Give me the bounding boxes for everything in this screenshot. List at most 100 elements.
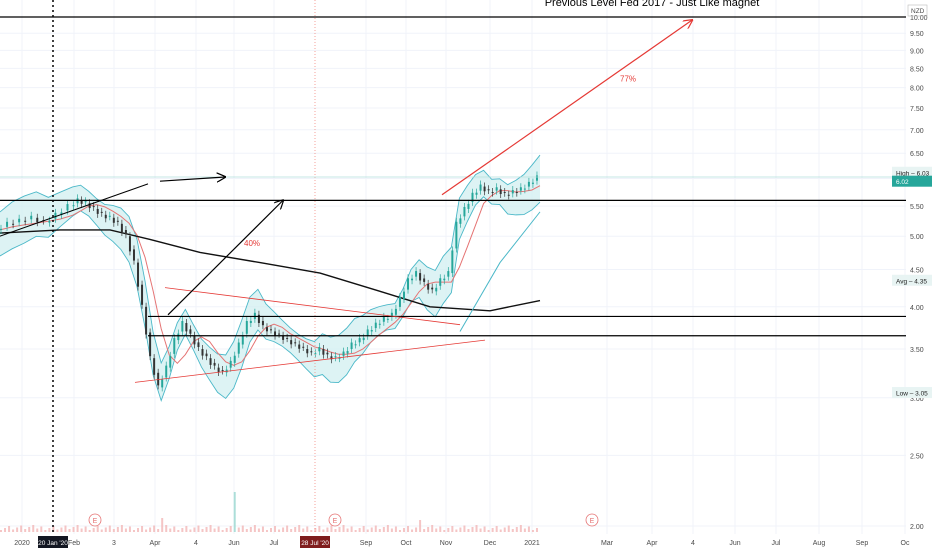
candle-body <box>499 189 502 195</box>
candle-body <box>241 335 244 345</box>
candle-body <box>411 278 414 281</box>
y-tick-label: 6.50 <box>910 151 924 158</box>
volume-bar <box>382 527 385 532</box>
candle-body <box>378 323 381 325</box>
price-axis[interactable]: 10.009.509.008.508.007.507.006.506.005.5… <box>892 0 932 550</box>
earnings-marker[interactable] <box>328 513 342 527</box>
candle-body <box>60 212 63 215</box>
volume-bar <box>322 529 325 532</box>
volume-bar <box>44 530 47 532</box>
volume-bar <box>197 525 200 532</box>
volume-bar <box>507 525 510 532</box>
x-tick-label: Jul <box>270 540 279 547</box>
candle-body <box>507 194 510 196</box>
volume-bar <box>225 528 228 532</box>
volume-bar <box>56 529 59 532</box>
x-tick-label: 2020 <box>14 540 30 547</box>
candle-body <box>346 351 349 354</box>
candle-body <box>157 372 160 386</box>
candle-body <box>467 203 470 209</box>
candle-body <box>100 211 103 213</box>
volume-bar <box>229 526 232 532</box>
volume-bar <box>487 530 490 532</box>
volume-bar <box>447 528 450 532</box>
candle-body <box>487 189 490 191</box>
candle-body <box>84 201 87 203</box>
candle-body <box>419 273 422 281</box>
volume-bar <box>314 528 317 532</box>
candle-body <box>30 215 33 220</box>
candle-body <box>362 337 365 341</box>
volume-bar <box>431 525 434 532</box>
candle-body <box>282 335 285 340</box>
x-tick-label: 4 <box>194 540 198 547</box>
volume-bar <box>28 527 31 532</box>
trendline-left[interactable] <box>0 183 149 237</box>
candle-body <box>261 320 264 326</box>
volume-bar <box>503 527 506 532</box>
candle-body <box>455 221 458 249</box>
volume-bar <box>479 528 482 532</box>
volume-bar <box>100 529 103 532</box>
candle-body <box>334 356 337 358</box>
candle-body <box>427 283 430 290</box>
y-tick-label: 10.00 <box>910 15 928 22</box>
triangle-upper[interactable] <box>164 287 461 326</box>
arrow-77pct[interactable] <box>441 20 692 196</box>
volume-bar <box>459 527 462 532</box>
moving-averages <box>0 185 541 366</box>
candle-body <box>92 206 95 208</box>
volume-bar <box>394 526 397 532</box>
candle-body <box>298 344 301 349</box>
volume-bar <box>181 528 184 532</box>
candle-body <box>54 212 57 219</box>
drawings[interactable]: 40% 77% E E E <box>0 0 906 534</box>
candle-body <box>322 349 325 355</box>
candle-body <box>12 223 15 225</box>
earnings-marker[interactable] <box>585 513 599 527</box>
volume-bar <box>370 527 373 532</box>
earnings-marker-text: E <box>93 518 98 525</box>
volume-bar <box>350 526 353 532</box>
y-tick-label: 4.50 <box>910 268 924 275</box>
volume-bar <box>213 528 216 532</box>
bollinger-band <box>0 154 541 402</box>
volume-bar <box>278 529 281 532</box>
volume-bar <box>185 526 188 532</box>
volume-bar <box>274 526 277 532</box>
volume-bar <box>326 527 329 532</box>
volume-bar <box>189 529 192 532</box>
candle-body <box>145 306 148 335</box>
earnings-marker[interactable] <box>88 513 102 527</box>
volume-bar <box>84 526 87 532</box>
candle-body <box>495 187 498 191</box>
volume-bar <box>169 528 172 532</box>
candle-body <box>108 215 111 217</box>
candle-body <box>447 271 450 277</box>
grid <box>0 0 906 534</box>
volume-bar <box>290 529 293 532</box>
x-tick-label: 2021 <box>524 540 540 547</box>
time-axis[interactable]: 2020 Feb 3 Apr 4 Jun Jul Sep Oct Nov Dec 2021 Mar Apr… <box>0 534 932 550</box>
label-77pct: 77% <box>620 75 636 84</box>
candle-body <box>24 220 27 222</box>
volume-bar <box>378 529 381 532</box>
candle-body <box>302 346 305 348</box>
candle-body <box>112 217 115 223</box>
candle-body <box>475 192 478 195</box>
y-tick-label: 5.00 <box>910 234 924 241</box>
volume-bar <box>209 525 212 532</box>
volume-bars <box>0 492 538 532</box>
candle-body <box>471 192 474 202</box>
y-tick-label: 4.00 <box>910 305 924 312</box>
arrow-top-left[interactable] <box>159 177 225 181</box>
date-badge-2 <box>300 536 330 548</box>
volume-bar <box>157 529 160 532</box>
y-tick-label: 2.50 <box>910 453 924 460</box>
volume-bar <box>36 528 39 532</box>
candle-body <box>189 329 192 334</box>
arrow-40pct[interactable] <box>167 200 283 316</box>
triangle-lower[interactable] <box>134 339 486 383</box>
